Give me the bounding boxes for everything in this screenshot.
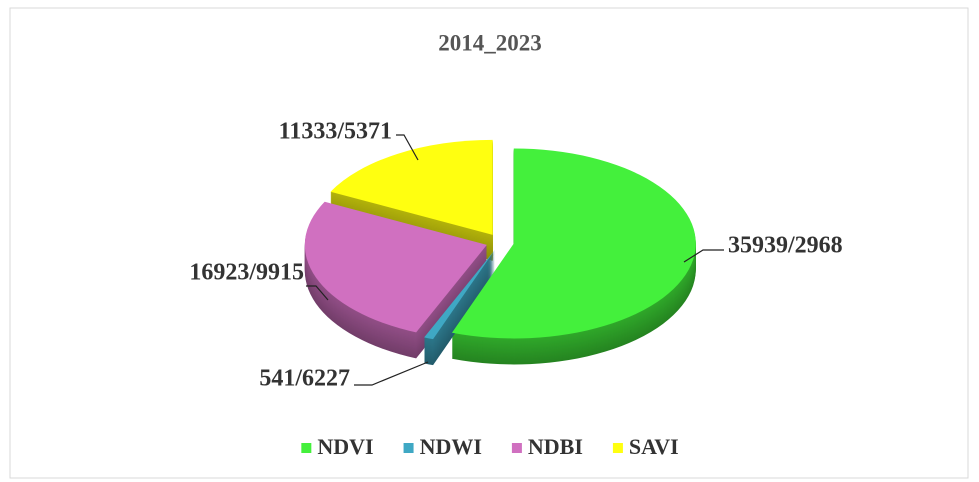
legend-swatch xyxy=(403,443,414,453)
legend-label: NDBI xyxy=(528,434,583,459)
data-label: 16923/9915 xyxy=(189,260,304,286)
pie xyxy=(304,139,696,366)
legend-swatch xyxy=(612,443,623,453)
data-label: 35939/2968 xyxy=(728,233,843,259)
leader-line xyxy=(396,134,419,161)
data-label: 541/6227 xyxy=(259,366,350,392)
legend: NDVI NDWI NDBI SAVI xyxy=(301,434,679,459)
slice xyxy=(451,148,696,339)
legend-label: NDVI xyxy=(317,434,373,459)
legend-label: SAVI xyxy=(629,434,679,459)
slice xyxy=(304,201,487,333)
leader-line xyxy=(306,285,329,301)
slice xyxy=(424,249,495,340)
slice xyxy=(330,139,493,235)
leader-line xyxy=(683,249,724,263)
legend-swatch xyxy=(511,443,522,453)
legend-swatch xyxy=(301,443,312,453)
leader-line xyxy=(354,361,429,386)
data-label: 11333/5371 xyxy=(279,119,392,145)
chart-title: 2014_2023 xyxy=(438,30,542,55)
data-labels: 35939/2968 541/6227 16923/9915 11333/5371 xyxy=(189,119,842,392)
legend-label: NDWI xyxy=(420,434,482,459)
